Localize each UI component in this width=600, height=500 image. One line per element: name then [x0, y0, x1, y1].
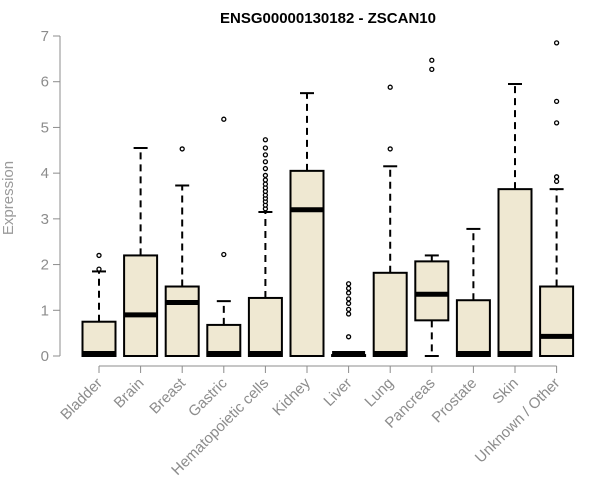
- outlier-point: [345, 296, 352, 302]
- x-tick-label: Lung: [361, 375, 397, 411]
- outlier-point: [96, 252, 102, 259]
- box-group: [414, 57, 450, 357]
- outlier-point: [553, 174, 560, 180]
- box-group: [539, 40, 575, 357]
- outlier-point: [345, 281, 352, 287]
- outlier-point: [553, 120, 560, 126]
- box-iqr: [206, 323, 242, 357]
- outlier-point: [262, 165, 269, 172]
- y-tick-label: 3: [41, 211, 49, 228]
- box-series: [81, 40, 575, 358]
- outlier-point: [345, 285, 352, 291]
- box-iqr: [372, 271, 408, 357]
- outlier-point: [179, 146, 185, 152]
- outlier-point: [429, 66, 435, 73]
- outlier-point: [262, 172, 269, 179]
- box-iqr: [414, 260, 450, 322]
- outlier-point: [387, 84, 393, 90]
- box-group: [497, 83, 533, 357]
- outlier-point: [553, 98, 560, 105]
- y-tick-label: 6: [41, 74, 49, 91]
- box-group: [206, 116, 242, 357]
- outlier-point: [262, 137, 269, 143]
- box-group: [164, 146, 200, 357]
- outlier-point: [429, 57, 435, 63]
- x-tick-label: Skin: [489, 375, 522, 408]
- outlier-point: [262, 145, 269, 151]
- y-tick-label: 0: [41, 348, 49, 365]
- y-axis: 0 1 2 3 4 5 6 7: [41, 28, 61, 365]
- box-iqr: [455, 299, 491, 358]
- box-iqr: [247, 296, 283, 358]
- outlier-point: [345, 300, 352, 307]
- y-tick-label: 4: [41, 165, 49, 182]
- y-tick-label: 1: [41, 302, 49, 319]
- box-group: [123, 147, 159, 357]
- x-tick-label: Prostate: [429, 375, 481, 427]
- y-tick-label: 2: [41, 257, 49, 274]
- outlier-point: [345, 311, 352, 317]
- x-tick-label: Bladder: [57, 375, 106, 424]
- box-iqr: [123, 254, 159, 357]
- box-group: [331, 281, 367, 358]
- box-group: [289, 92, 325, 357]
- outlier-point: [387, 146, 393, 152]
- box-iqr: [289, 169, 325, 357]
- outlier-point: [262, 159, 269, 165]
- outlier-point: [345, 306, 352, 313]
- x-tick-label: Kidney: [269, 374, 314, 419]
- x-tick-label: Liver: [320, 375, 355, 410]
- outlier-point: [345, 290, 352, 296]
- outlier-point: [221, 116, 227, 122]
- x-tick-label: Brain: [111, 375, 148, 412]
- box-group: [372, 84, 408, 357]
- outlier-point: [262, 181, 269, 187]
- box-group: [247, 137, 283, 358]
- y-tick-label: 7: [41, 28, 49, 45]
- outlier-point: [553, 40, 560, 46]
- y-tick-label: 5: [41, 119, 49, 136]
- box-iqr: [164, 285, 200, 357]
- outlier-point: [553, 178, 560, 185]
- y-axis-label: Expression: [0, 161, 17, 235]
- outlier-point: [345, 334, 352, 340]
- x-tick-label: Breast: [146, 374, 189, 417]
- box-iqr: [81, 320, 117, 358]
- box-iqr: [497, 188, 533, 357]
- box-group: [81, 252, 117, 358]
- outlier-point: [96, 266, 102, 272]
- box-group: [455, 227, 491, 358]
- box-iqr: [539, 285, 575, 357]
- chart-title: ENSG00000130182 - ZSCAN10: [220, 10, 436, 27]
- outlier-point: [262, 152, 269, 158]
- outlier-point: [221, 251, 227, 258]
- outlier-point: [262, 177, 269, 183]
